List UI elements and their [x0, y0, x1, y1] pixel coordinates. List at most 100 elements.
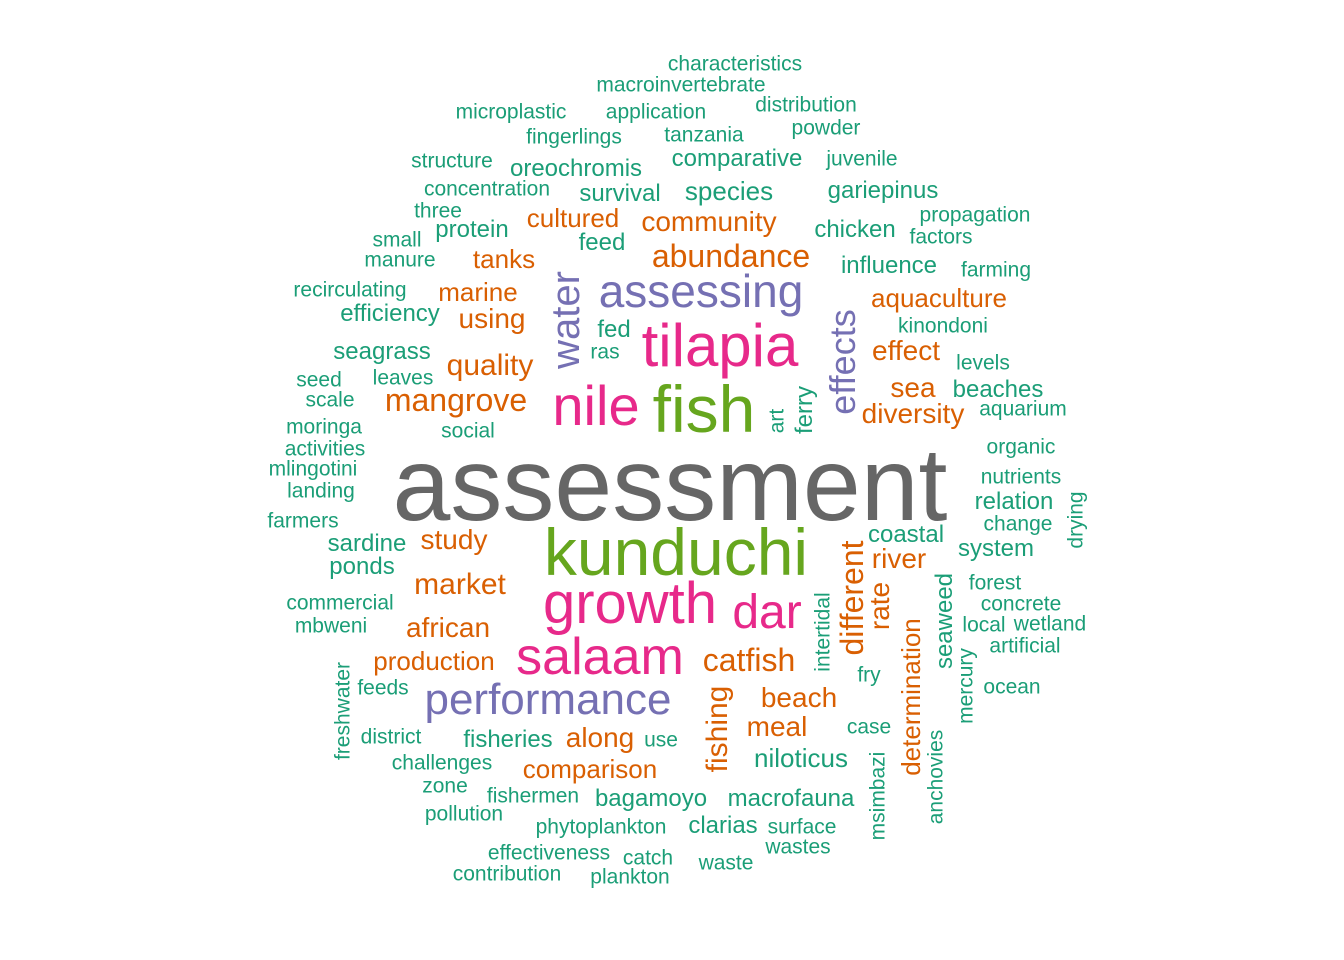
- word-production: production: [373, 646, 495, 676]
- word-scale: scale: [305, 388, 355, 412]
- word-using: using: [458, 303, 526, 334]
- word-manure: manure: [364, 248, 436, 272]
- word-tilapia: tilapia: [641, 312, 799, 379]
- word-effect: effect: [872, 335, 940, 366]
- word-beach: beach: [760, 682, 838, 713]
- word-landing: landing: [287, 479, 355, 503]
- word-performance: performance: [424, 675, 672, 724]
- word-kinondoni: kinondoni: [898, 314, 988, 338]
- word-diversity: diversity: [861, 398, 965, 429]
- word-nutrients: nutrients: [980, 465, 1062, 489]
- word-abundance: abundance: [651, 238, 811, 274]
- word-social: social: [441, 419, 495, 443]
- word-bagamoyo: bagamoyo: [594, 785, 708, 812]
- word-levels: levels: [956, 351, 1010, 375]
- word-along: along: [565, 722, 635, 753]
- word-aquaculture: aquaculture: [871, 283, 1007, 313]
- word-mangrove: mangrove: [384, 382, 528, 418]
- word-fry: fry: [857, 663, 881, 687]
- word-distribution: distribution: [755, 93, 857, 117]
- word-macrofauna: macrofauna: [727, 785, 855, 812]
- word-farmers: farmers: [267, 509, 339, 533]
- word-pollution: pollution: [424, 802, 504, 826]
- word-effects: effects: [822, 309, 863, 415]
- word-macroinvertebrate: macroinvertebrate: [596, 73, 766, 97]
- word-juvenile: juvenile: [826, 147, 898, 171]
- word-comparison: comparison: [522, 754, 658, 784]
- word-marine: marine: [438, 277, 518, 307]
- word-artificial: artificial: [989, 634, 1061, 658]
- word-ras: ras: [590, 340, 620, 364]
- word-local: local: [962, 613, 1006, 637]
- word-seagrass: seagrass: [333, 338, 431, 365]
- word-zone: zone: [422, 774, 468, 798]
- word-factors: factors: [909, 225, 973, 249]
- word-efficiency: efficiency: [340, 300, 440, 327]
- word-seaweed: seaweed: [931, 572, 958, 670]
- word-use: use: [644, 728, 678, 752]
- word-feed: feed: [578, 229, 626, 256]
- word-salaam: salaam: [516, 628, 684, 686]
- word-mbweni: mbweni: [294, 614, 368, 638]
- word-relation: relation: [974, 488, 1054, 515]
- word-concentration: concentration: [423, 177, 551, 201]
- word-contribution: contribution: [452, 862, 562, 886]
- word-oreochromis: oreochromis: [509, 155, 643, 182]
- word-chicken: chicken: [814, 216, 896, 243]
- word-fisheries: fisheries: [463, 726, 553, 753]
- word-determination: determination: [896, 618, 926, 776]
- word-study: study: [420, 524, 488, 555]
- word-structure: structure: [411, 149, 493, 173]
- word-comparative: comparative: [671, 145, 803, 172]
- word-application: application: [605, 100, 707, 124]
- word-anchovies: anchovies: [924, 729, 948, 825]
- word-fishing: fishing: [701, 685, 734, 773]
- word-aquarium: aquarium: [979, 397, 1067, 421]
- word-effectiveness: effectiveness: [487, 841, 611, 865]
- word-water: water: [544, 271, 588, 369]
- word-surface: surface: [767, 815, 837, 839]
- word-commercial: commercial: [286, 591, 394, 615]
- word-protein: protein: [435, 216, 509, 243]
- word-african: african: [405, 612, 491, 643]
- word-plankton: plankton: [590, 865, 670, 889]
- word-dar: dar: [732, 586, 802, 639]
- word-tanzania: tanzania: [664, 123, 744, 147]
- word-microplastic: microplastic: [455, 100, 567, 124]
- word-kunduchi: kunduchi: [543, 515, 809, 589]
- word-cultured: cultured: [526, 203, 620, 233]
- word-leaves: leaves: [372, 366, 434, 390]
- word-species: species: [684, 176, 774, 206]
- word-fed: fed: [597, 316, 631, 343]
- word-phytoplankton: phytoplankton: [535, 815, 667, 839]
- word-system: system: [957, 535, 1035, 562]
- word-fingerlings: fingerlings: [526, 125, 622, 149]
- word-mercury: mercury: [954, 648, 978, 724]
- word-niloticus: niloticus: [754, 743, 848, 773]
- word-art: art: [765, 408, 789, 434]
- word-concrete: concrete: [980, 592, 1062, 616]
- word-characteristics: characteristics: [667, 52, 803, 76]
- word-wastes: wastes: [765, 835, 831, 859]
- word-influence: influence: [840, 252, 938, 279]
- word-mlingotini: mlingotini: [268, 457, 358, 481]
- word-feeds: feeds: [357, 676, 409, 700]
- word-beaches: beaches: [952, 376, 1044, 403]
- word-river: river: [871, 543, 927, 574]
- word-survival: survival: [579, 180, 661, 207]
- word-drying: drying: [1064, 491, 1088, 549]
- word-fishermen: fishermen: [486, 784, 580, 808]
- word-market: market: [414, 568, 506, 601]
- word-farming: farming: [960, 258, 1032, 282]
- word-catch: catch: [622, 846, 674, 870]
- word-msimbazi: msimbazi: [866, 751, 890, 841]
- word-activities: activities: [284, 437, 366, 461]
- word-community: community: [641, 206, 777, 237]
- word-nile: nile: [552, 374, 640, 437]
- word-quality: quality: [446, 349, 534, 382]
- word-three: three: [414, 199, 462, 223]
- word-ferry: ferry: [791, 386, 818, 434]
- word-assessing: assessing: [598, 265, 804, 317]
- word-powder: powder: [791, 116, 861, 140]
- word-small: small: [372, 228, 422, 252]
